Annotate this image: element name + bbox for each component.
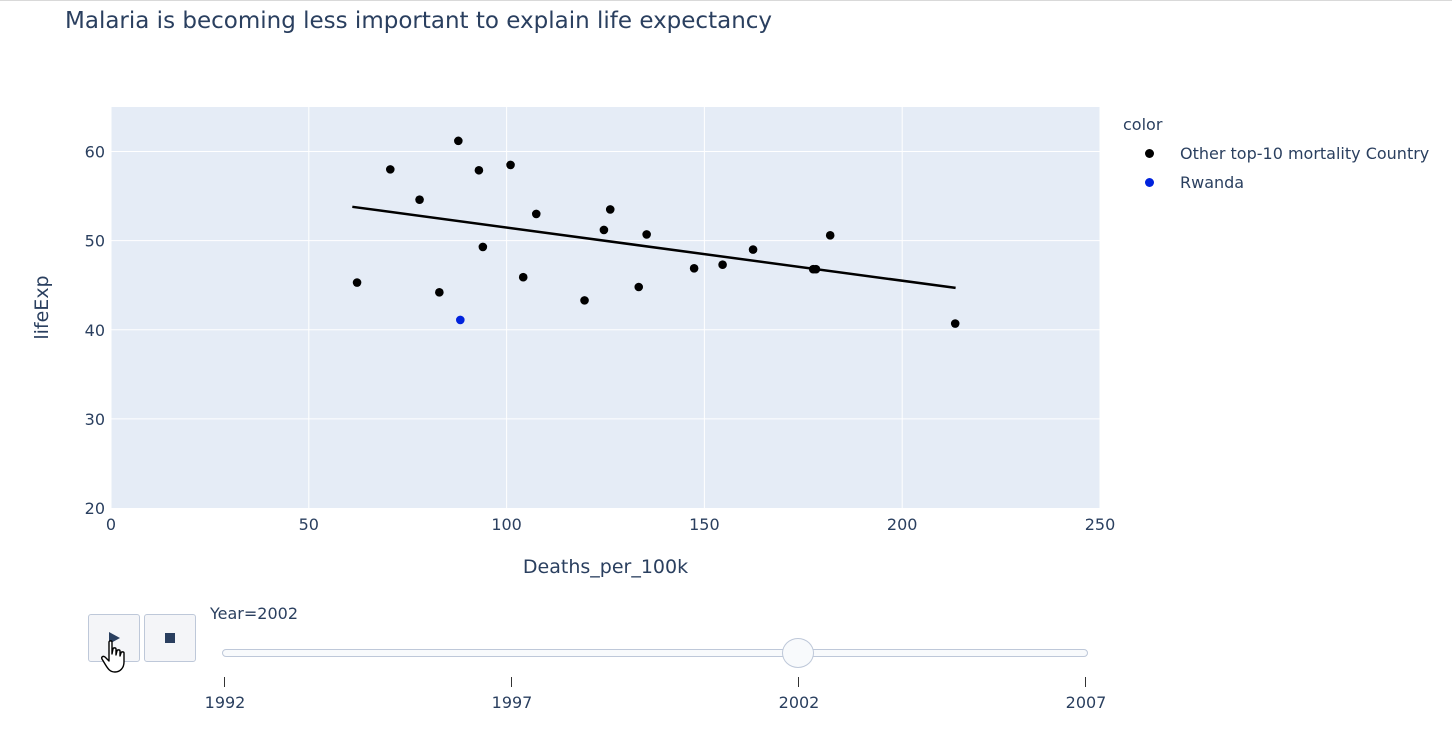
year-slider-track[interactable] [222, 649, 1088, 657]
data-point-other[interactable] [435, 288, 444, 297]
x-tick-label: 250 [1085, 515, 1116, 534]
data-point-other[interactable] [415, 195, 424, 204]
data-point-other[interactable] [950, 319, 960, 328]
data-point-other[interactable] [689, 263, 699, 273]
x-tick-label: 100 [491, 515, 522, 534]
grid-lines [110, 107, 1101, 508]
scatter-chart: 0 50 100 150 200 250 20 30 40 50 60 Deaths_per_100… [31, 107, 1116, 578]
data-point-other[interactable] [531, 209, 541, 219]
stop-button[interactable] [144, 614, 196, 662]
x-tick-label: 50 [299, 515, 319, 534]
data-point-other[interactable] [385, 165, 395, 174]
x-tick-label: 0 [106, 515, 116, 534]
legend-item-other[interactable]: Other top-10 mortality Country [1145, 144, 1429, 163]
trend-line [352, 205, 956, 290]
slider-step-tick [1085, 677, 1086, 687]
slider-current-value: Year=2002 [210, 604, 298, 623]
data-point-other[interactable] [811, 264, 821, 274]
data-point-other[interactable] [352, 278, 362, 287]
data-point-other[interactable] [580, 296, 589, 305]
data-point-rwanda[interactable] [456, 315, 465, 325]
stop-icon [165, 633, 175, 643]
data-point-other[interactable] [599, 225, 609, 235]
data-point-other[interactable] [605, 205, 615, 214]
x-tick-label: 200 [887, 515, 918, 534]
data-point-other[interactable] [748, 245, 758, 254]
data-point-other[interactable] [642, 230, 651, 239]
slider-step-2007[interactable]: 2007 [1065, 693, 1107, 712]
legend-label: Rwanda [1180, 173, 1245, 192]
data-point-other[interactable] [825, 231, 835, 240]
data-points [352, 136, 960, 328]
year-slider-handle[interactable] [782, 638, 814, 668]
y-tick-label: 50 [85, 232, 105, 251]
y-tick-label: 30 [85, 410, 105, 429]
data-point-other[interactable] [518, 272, 528, 282]
data-point-other[interactable] [474, 165, 484, 175]
x-tick-label: 150 [689, 515, 720, 534]
data-point-other[interactable] [718, 260, 727, 270]
slider-step-2002[interactable]: 2002 [778, 693, 820, 712]
data-point-other[interactable] [506, 160, 515, 170]
top-border [0, 0, 1452, 1]
y-tick-label: 20 [85, 499, 105, 518]
plot-area [111, 107, 1100, 508]
legend-marker-icon [1145, 149, 1154, 158]
slider-step-tick [224, 677, 225, 687]
legend-item-rwanda[interactable]: Rwanda [1145, 173, 1244, 192]
slider-step-1997[interactable]: 1997 [491, 693, 533, 712]
y-tick-label: 60 [85, 143, 105, 162]
data-point-other[interactable] [454, 136, 463, 146]
slider-step-tick [511, 677, 512, 687]
chart-title: Malaria is becoming less important to ex… [65, 8, 773, 34]
data-point-other[interactable] [634, 282, 644, 292]
x-axis-label: Deaths_per_100k [523, 556, 688, 578]
y-tick-label: 40 [85, 321, 105, 340]
axis-tick-labels: 0 50 100 150 200 250 20 30 40 50 60 [85, 143, 1116, 534]
hand-cursor-icon [101, 640, 125, 673]
data-point-other[interactable] [478, 242, 488, 252]
slider-step-tick [798, 677, 799, 687]
legend-marker-icon [1145, 178, 1154, 187]
y-axis-label: lifeExp [31, 275, 53, 339]
slider-step-1992[interactable]: 1992 [204, 693, 246, 712]
legend-label: Other top-10 mortality Country [1180, 144, 1430, 163]
legend-title: color [1123, 115, 1163, 134]
